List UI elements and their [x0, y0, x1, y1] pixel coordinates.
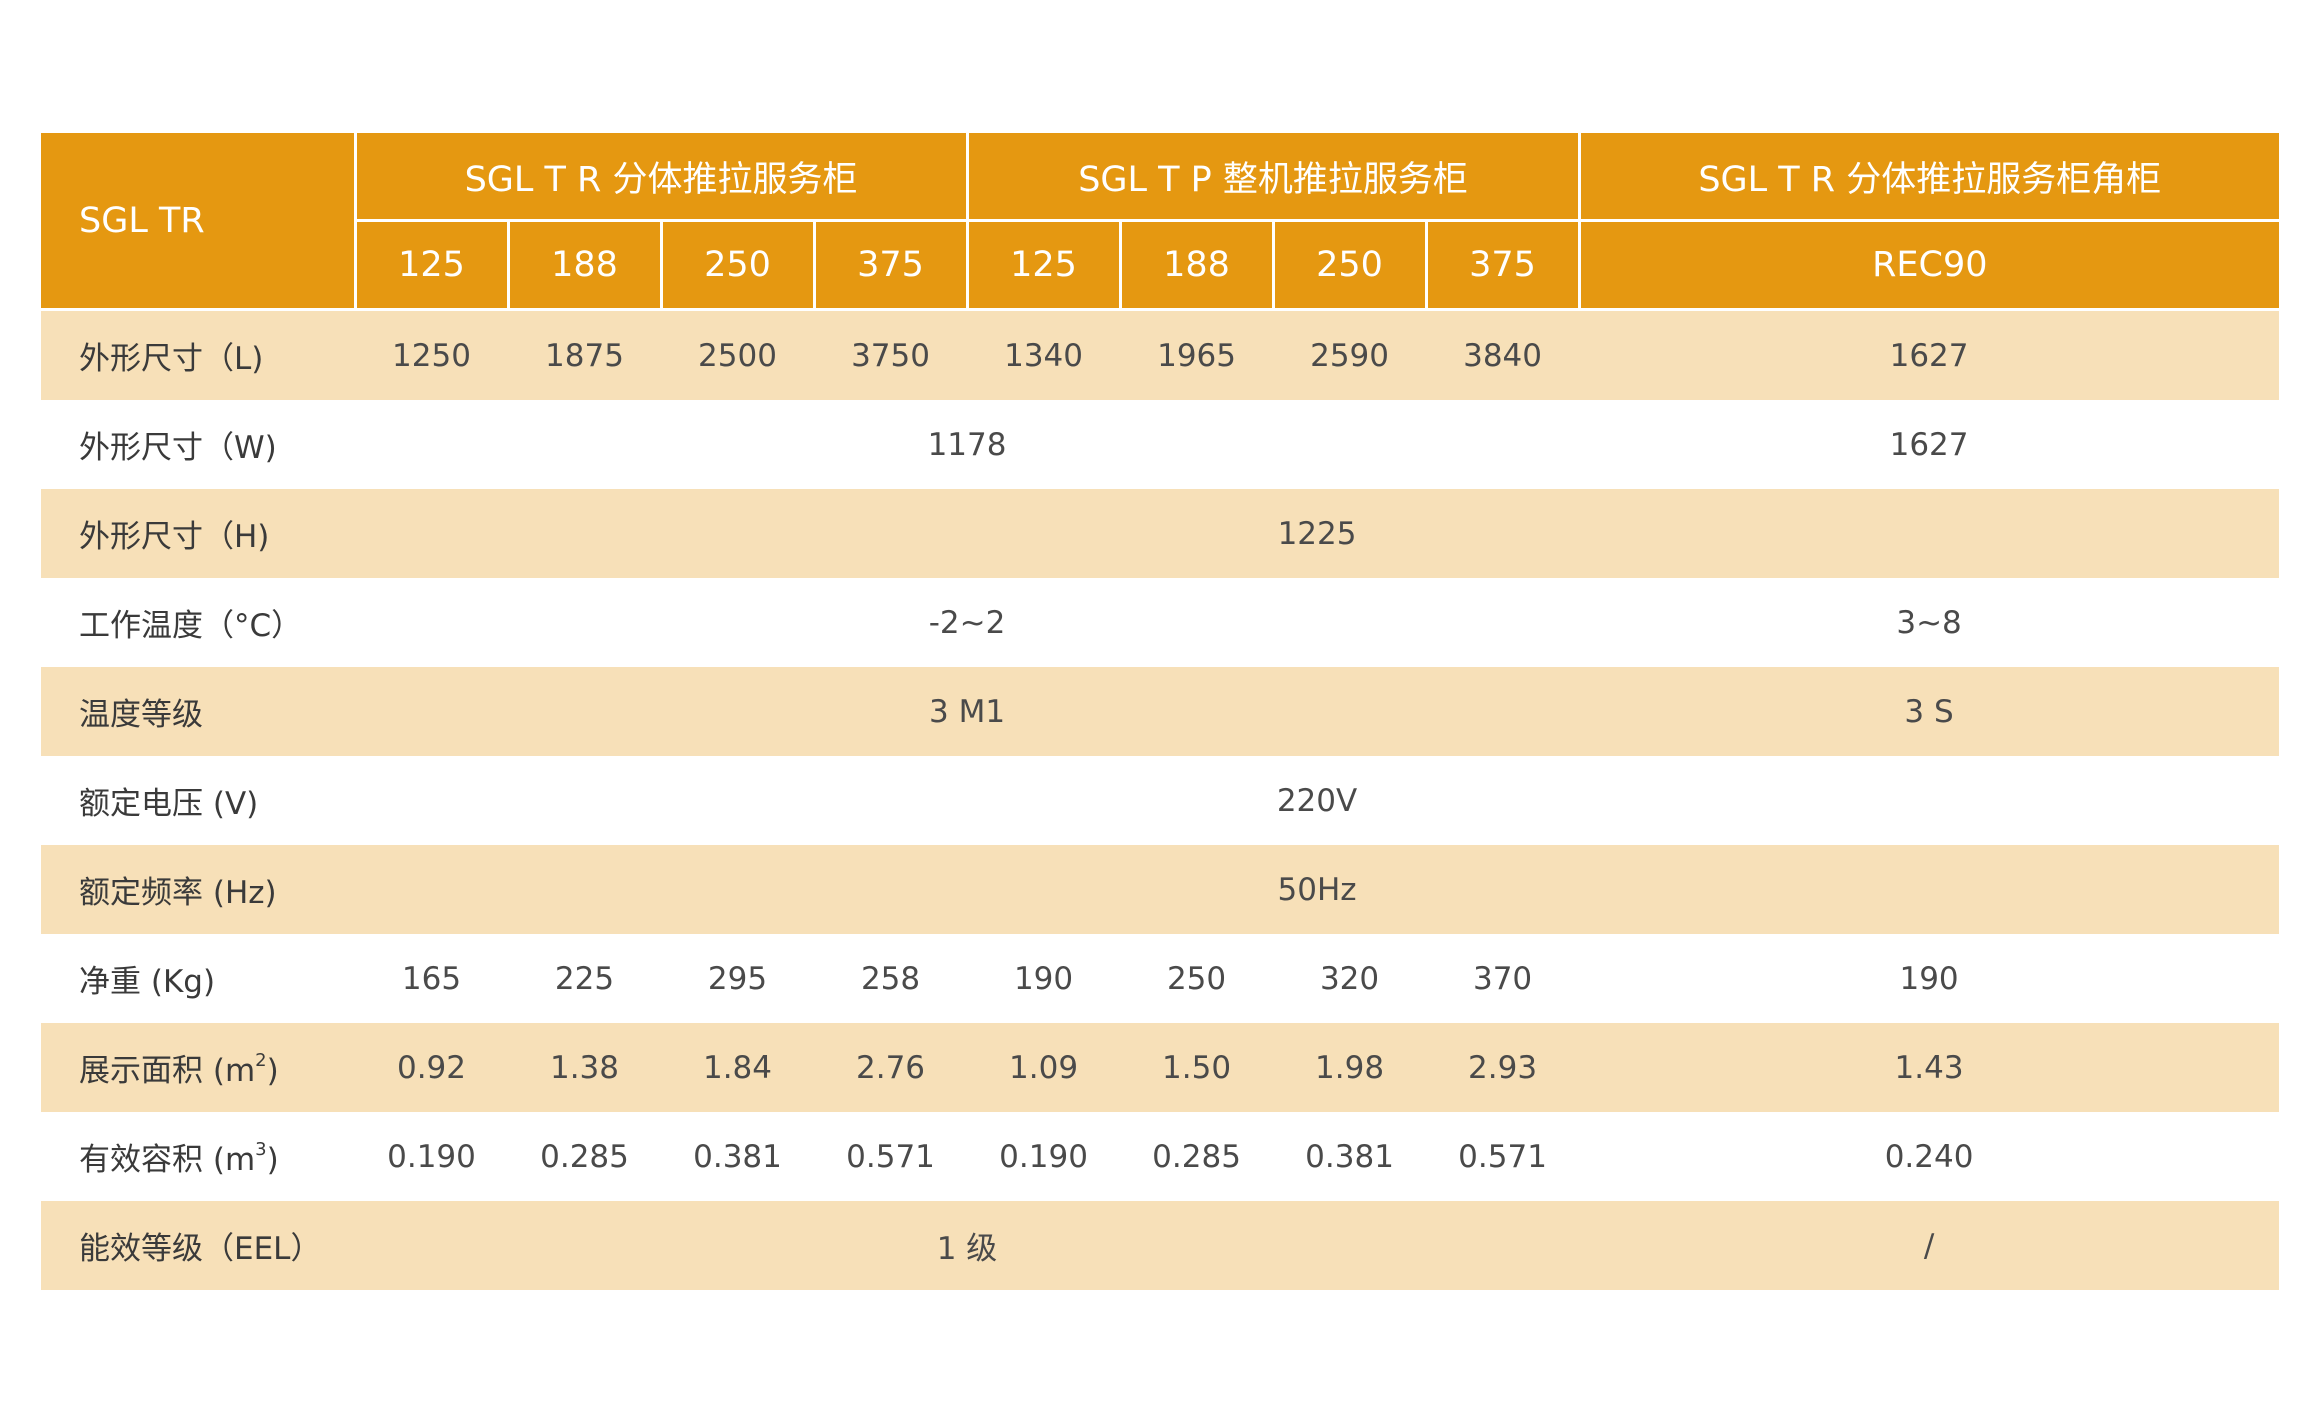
model-header: 250	[659, 220, 816, 311]
cell-value: 1875	[508, 309, 661, 400]
cell-value: 0.92	[355, 1023, 508, 1112]
table-header: SGL TR SGL T R 分体推拉服务柜 SGL T P 整机推拉服务柜 S…	[41, 133, 2280, 311]
group-header-corner: SGL T R 分体推拉服务柜角柜	[1577, 133, 2280, 222]
cell-value: 1 级	[355, 1201, 1580, 1290]
row-energy-class: 能效等级（EEL） 1 级 /	[41, 1201, 2280, 1290]
cell-value: 0.240	[1579, 1112, 2280, 1201]
group-header-tr-split: SGL T R 分体推拉服务柜	[353, 133, 969, 222]
cell-value: 1225	[355, 489, 2280, 578]
superscript: 3	[255, 1138, 267, 1160]
cell-value: 50Hz	[355, 845, 2280, 934]
superscript: 2	[255, 1049, 267, 1071]
model-header: 125	[353, 220, 510, 311]
cell-value: 295	[661, 934, 814, 1023]
cell-value: 0.190	[355, 1112, 508, 1201]
row-label-text: 展示面积 (m	[79, 1053, 256, 1089]
cell-value: 0.190	[967, 1112, 1121, 1201]
cell-value: 2.76	[814, 1023, 968, 1112]
cell-value: 1178	[355, 400, 1580, 489]
row-label: 温度等级	[41, 667, 355, 756]
row-label-text: 有效容积 (m	[79, 1142, 256, 1178]
row-width: 外形尺寸（W) 1178 1627	[41, 400, 2280, 489]
cell-value: 1.43	[1579, 1023, 2280, 1112]
model-header: REC90	[1577, 220, 2280, 311]
row-label: 能效等级（EEL）	[41, 1201, 355, 1290]
cell-value: -2~2	[355, 578, 1580, 667]
row-label: 外形尺寸（W)	[41, 400, 355, 489]
cell-value: 165	[355, 934, 508, 1023]
cell-value: 1965	[1120, 309, 1274, 400]
row-frequency: 额定频率 (Hz) 50Hz	[41, 845, 2280, 934]
cell-value: 258	[814, 934, 968, 1023]
row-label: 工作温度（°C）	[41, 578, 355, 667]
header-model-row: 125 188 250 375 125 188 250 375 REC90	[41, 220, 2280, 311]
header-group-row: SGL TR SGL T R 分体推拉服务柜 SGL T P 整机推拉服务柜 S…	[41, 133, 2280, 311]
table-body: 外形尺寸（L) 1250 1875 2500 3750 1340 1965 25…	[41, 309, 2280, 1290]
cell-value: 1.50	[1120, 1023, 1274, 1112]
cell-value: 320	[1273, 934, 1427, 1023]
cell-value: 1.98	[1273, 1023, 1427, 1112]
cell-value: 0.285	[1120, 1112, 1274, 1201]
cell-value: 3 M1	[355, 667, 1580, 756]
cell-value: 3750	[814, 309, 968, 400]
model-header: 188	[1118, 220, 1275, 311]
cell-value: 3~8	[1579, 578, 2280, 667]
model-header: 250	[1271, 220, 1428, 311]
cell-value: /	[1579, 1201, 2280, 1290]
group-header-tp-whole: SGL T P 整机推拉服务柜	[965, 133, 1581, 222]
cell-value: 250	[1120, 934, 1274, 1023]
cell-value: 190	[967, 934, 1121, 1023]
row-label: 额定频率 (Hz)	[41, 845, 355, 934]
cell-value: 220V	[355, 756, 2280, 845]
model-header: 375	[1424, 220, 1581, 311]
row-voltage: 额定电压 (V) 220V	[41, 756, 2280, 845]
cell-value: 225	[508, 934, 661, 1023]
cell-value: 370	[1426, 934, 1580, 1023]
cell-value: 3840	[1426, 309, 1580, 400]
cell-value: 0.285	[508, 1112, 661, 1201]
cell-value: 1.84	[661, 1023, 814, 1112]
model-header: 375	[812, 220, 969, 311]
cell-value: 1627	[1579, 309, 2280, 400]
row-label: 展示面积 (m2)	[41, 1023, 355, 1112]
cell-value: 0.571	[814, 1112, 968, 1201]
model-header: 125	[965, 220, 1122, 311]
cell-value: 1627	[1579, 400, 2280, 489]
row-temperature: 工作温度（°C） -2~2 3~8	[41, 578, 2280, 667]
cell-value: 0.381	[1273, 1112, 1427, 1201]
row-volume: 有效容积 (m3) 0.190 0.285 0.381 0.571 0.190 …	[41, 1112, 2280, 1201]
row-label-end: )	[266, 1053, 279, 1089]
row-label: 有效容积 (m3)	[41, 1112, 355, 1201]
row-display-area: 展示面积 (m2) 0.92 1.38 1.84 2.76 1.09 1.50 …	[41, 1023, 2280, 1112]
cell-value: 3 S	[1579, 667, 2280, 756]
cell-value: 0.571	[1426, 1112, 1580, 1201]
model-header: 188	[506, 220, 663, 311]
cell-value: 1340	[967, 309, 1121, 400]
row-label: 外形尺寸（H)	[41, 489, 355, 578]
row-net-weight: 净重 (Kg) 165 225 295 258 190 250 320 370 …	[41, 934, 2280, 1023]
row-label: 额定电压 (V)	[41, 756, 355, 845]
corner-label: SGL TR	[41, 133, 357, 311]
cell-value: 1.38	[508, 1023, 661, 1112]
cell-value: 0.381	[661, 1112, 814, 1201]
cell-value: 1250	[355, 309, 508, 400]
row-temp-class: 温度等级 3 M1 3 S	[41, 667, 2280, 756]
cell-value: 2590	[1273, 309, 1427, 400]
row-length: 外形尺寸（L) 1250 1875 2500 3750 1340 1965 25…	[41, 309, 2280, 400]
row-label: 净重 (Kg)	[41, 934, 355, 1023]
spec-table: SGL TR SGL T R 分体推拉服务柜 SGL T P 整机推拉服务柜 S…	[41, 133, 2280, 1290]
row-label: 外形尺寸（L)	[41, 309, 355, 400]
cell-value: 1.09	[967, 1023, 1121, 1112]
cell-value: 190	[1579, 934, 2280, 1023]
row-height: 外形尺寸（H) 1225	[41, 489, 2280, 578]
cell-value: 2500	[661, 309, 814, 400]
row-label-end: )	[266, 1142, 279, 1178]
cell-value: 2.93	[1426, 1023, 1580, 1112]
